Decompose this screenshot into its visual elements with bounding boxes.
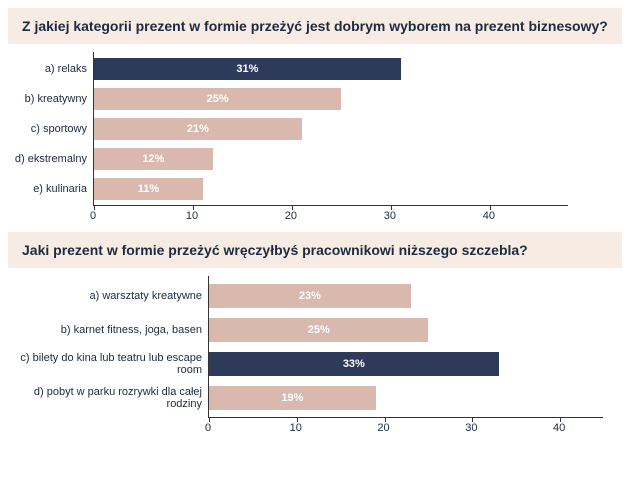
- bar: 11%: [94, 178, 203, 200]
- bar: 25%: [209, 318, 428, 342]
- category-label: b) kreatywny: [25, 88, 87, 110]
- x-axis: 0 10 20 30 40: [208, 418, 603, 434]
- x-tick-label: 30: [384, 210, 396, 222]
- labels-column: a) relaks b) kreatywny c) sportowy d) ekstr…: [8, 52, 93, 206]
- x-tick-label: 0: [90, 210, 96, 222]
- category-label: c) sportowy: [31, 118, 87, 140]
- x-axis: 0 10 20 30 40: [93, 206, 568, 222]
- category-label: b) karnet fitness, joga, basen: [61, 318, 202, 342]
- x-tick-label: 0: [205, 422, 211, 434]
- chart-block-0: Z jakiej kategorii prezent w formie prze…: [8, 8, 622, 222]
- chart-body: a) relaks b) kreatywny c) sportowy d) ekstr…: [8, 44, 622, 222]
- bar-value-label: 33%: [343, 358, 365, 370]
- category-label: d) pobyt w parku rozrywki dla całej rodz…: [8, 386, 202, 410]
- chart-block-1: Jaki prezent w formie przeżyć wręczyłbyś…: [8, 232, 622, 434]
- bar: 19%: [209, 386, 376, 410]
- bar: 12%: [94, 148, 213, 170]
- x-tick-label: 30: [465, 422, 477, 434]
- bar-value-label: 25%: [308, 324, 330, 336]
- bar-value-label: 21%: [187, 123, 209, 135]
- category-label: e) kulinaria: [33, 178, 87, 200]
- category-label: d) ekstremalny: [15, 148, 87, 170]
- bar-value-label: 31%: [236, 63, 258, 75]
- labels-column: a) warsztaty kreatywne b) karnet fitness,…: [8, 276, 208, 418]
- category-label: c) bilety do kina lub teatru lub escape …: [8, 352, 202, 376]
- bar: 25%: [94, 88, 341, 110]
- plot-inner: 31% 25% 21% 12% 11%: [93, 52, 568, 206]
- x-tick-label: 20: [285, 210, 297, 222]
- plot-inner: 23% 25% 33% 19%: [208, 276, 603, 418]
- x-tick-label: 10: [186, 210, 198, 222]
- bar-value-label: 23%: [299, 290, 321, 302]
- bar-value-label: 19%: [281, 392, 303, 404]
- bar: 33%: [209, 352, 499, 376]
- chart-title: Z jakiej kategorii prezent w formie prze…: [8, 8, 622, 44]
- bar-value-label: 12%: [142, 153, 164, 165]
- category-label: a) warsztaty kreatywne: [90, 284, 202, 308]
- category-label: a) relaks: [45, 58, 87, 80]
- bar: 31%: [94, 58, 401, 80]
- x-tick-label: 20: [377, 422, 389, 434]
- x-tick-label: 10: [290, 422, 302, 434]
- chart-body: a) warsztaty kreatywne b) karnet fitness,…: [8, 268, 622, 434]
- x-tick-label: 40: [553, 422, 565, 434]
- bar-value-label: 25%: [207, 93, 229, 105]
- bar-value-label: 11%: [138, 183, 159, 195]
- plot-area: 23% 25% 33% 19% 0 10 20 30 40: [208, 276, 603, 434]
- chart-title: Jaki prezent w formie przeżyć wręczyłbyś…: [8, 232, 622, 268]
- x-tick-label: 40: [483, 210, 495, 222]
- bar: 23%: [209, 284, 411, 308]
- bar: 21%: [94, 118, 302, 140]
- plot-area: 31% 25% 21% 12% 11% 0 10 20 30 40: [93, 52, 568, 222]
